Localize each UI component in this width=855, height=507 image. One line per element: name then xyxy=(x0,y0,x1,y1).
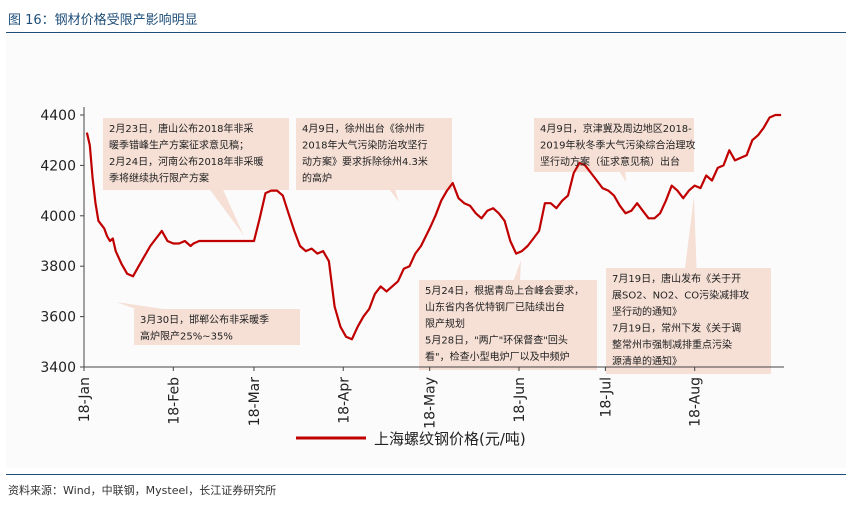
legend-label: 上海螺纹钢价格(元/吨) xyxy=(374,430,526,448)
x-tick-label: 18-Mar xyxy=(247,377,263,427)
axes-layer: 3400 3600 3800 4000 4200 4400 18-Jan 18-Feb 18-M… xyxy=(40,107,784,429)
callout-text: 暖季错峰生产方案征求意见稿； xyxy=(109,139,249,152)
callout-layer xyxy=(103,118,771,374)
callout-box xyxy=(419,280,597,370)
callout-text: 5月24日，根据青岛上合峰会要求， xyxy=(425,284,584,297)
callout-text: 坚行动的通知》 xyxy=(612,305,682,318)
line-chart: 3400 3600 3800 4000 4200 4400 18-Jan 18-Feb 18-M… xyxy=(40,107,784,448)
x-tick-label: 18-Jan xyxy=(77,377,93,422)
callout-text: 3月30日，邯郸公布非采暖季 xyxy=(140,313,269,326)
callout-text: 4月9日，京津冀及周边地区2018- xyxy=(540,122,692,135)
x-tick-label: 18-Jun xyxy=(512,377,528,423)
y-tick-label: 4400 xyxy=(40,108,76,124)
callout-box xyxy=(103,118,289,190)
source-note: 资料来源：Wind，中联钢，Mysteel，长江证券研究所 xyxy=(8,484,277,497)
chart-frame xyxy=(6,34,846,468)
callout-text: 5月28日，"两广"环保督查"回头 xyxy=(425,334,568,347)
y-tick-label: 3600 xyxy=(40,310,76,326)
x-tick-label: 18-Aug xyxy=(688,377,704,427)
callout-text: 4月9日，徐州出台《徐州市 xyxy=(302,122,425,135)
callout-text: 2018年大气污染防治攻坚行 xyxy=(302,139,427,152)
callout-text: 7月19日，唐山发布《关于开 xyxy=(612,272,741,285)
callout-box xyxy=(134,309,300,345)
callout-text: 动方案》要求拆除徐州4.3米 xyxy=(302,155,428,168)
x-tick-label: 18-May xyxy=(423,377,439,429)
callout-text: 高炉限产25%~35% xyxy=(140,330,233,343)
series-layer xyxy=(85,113,782,341)
callout-text: 2月23日，唐山公布2018年非采 xyxy=(109,122,254,135)
y-tick-label: 4200 xyxy=(40,158,76,174)
callout-text: 整常州市强制减排重点污染 xyxy=(612,338,732,351)
callout-text: 2019年秋冬季大气污染综合治理攻 xyxy=(540,139,695,152)
callout-text: 展SO2、NO2、CO污染减排攻 xyxy=(612,289,749,302)
callout-a1 xyxy=(103,118,289,236)
callout-text: 坚行动方案（征求意见稿）出台 xyxy=(540,155,680,168)
callout-text: 源清单的通知》 xyxy=(612,355,682,368)
figure-title: 图 16：钢材价格受限产影响明显 xyxy=(8,13,198,28)
callout-text: 限产规划 xyxy=(425,317,465,330)
legend: 上海螺纹钢价格(元/吨) xyxy=(296,430,526,448)
x-tick-label: 18-Apr xyxy=(336,377,352,424)
title-rule xyxy=(6,32,846,33)
x-tick-label: 18-Feb xyxy=(166,377,182,425)
callout-text: 的高炉 xyxy=(302,172,332,185)
callout-a4 xyxy=(419,260,597,370)
callout-a6 xyxy=(606,196,771,374)
callout-text: 季将继续执行限产方案 xyxy=(109,172,209,185)
x-tick-label: 18-Jul xyxy=(598,377,614,418)
callout-a5 xyxy=(534,118,694,182)
callout-text: 看"，检查小型电炉厂以及中频炉 xyxy=(425,350,570,363)
callout-text: 2月24日，河南公布2018年非采暖 xyxy=(109,155,264,168)
callout-box xyxy=(534,118,694,172)
callout-box xyxy=(296,118,452,190)
y-tick-label: 3800 xyxy=(40,259,76,275)
y-tick-label: 4000 xyxy=(40,209,76,225)
source-rule xyxy=(6,474,846,475)
callout-box xyxy=(606,268,771,374)
callout-text: 山东省内各优特钢厂已陆续出台 xyxy=(425,301,565,314)
y-tick-label: 3400 xyxy=(40,360,76,376)
callout-a3 xyxy=(296,118,452,202)
callout-a2 xyxy=(116,302,300,345)
series-line-rebar-price xyxy=(85,113,782,341)
callout-text: 7月19日，常州下发《关于调 xyxy=(612,322,741,335)
